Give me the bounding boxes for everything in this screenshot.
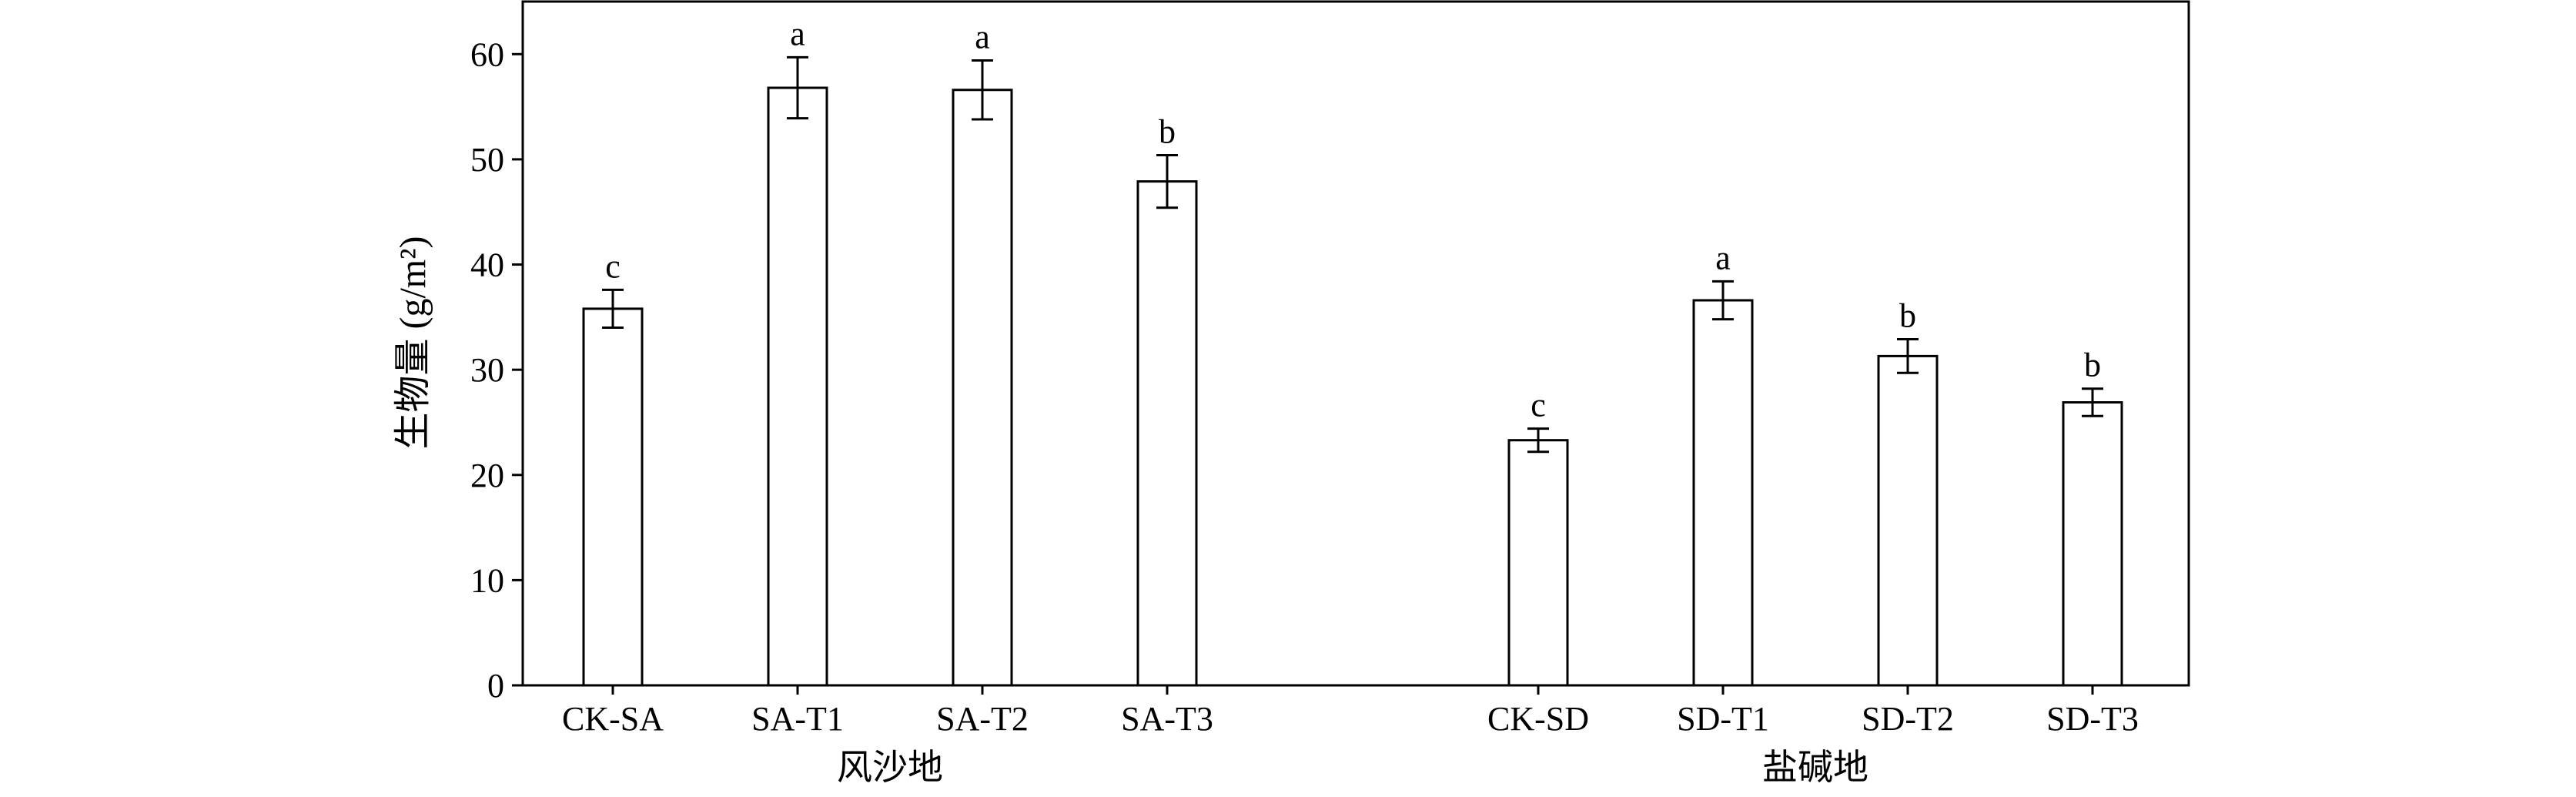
category-label: CK-SA [562, 700, 664, 738]
significance-label: b [1159, 112, 1176, 150]
y-tick-label: 50 [470, 141, 504, 179]
y-tick-label: 30 [470, 351, 504, 389]
significance-label: c [605, 247, 621, 285]
y-tick-label: 40 [470, 246, 504, 284]
bar [1877, 354, 1939, 687]
group-label: 风沙地 [837, 748, 943, 787]
bar [952, 89, 1013, 687]
bar [767, 86, 828, 687]
category-label: SD-T3 [2046, 700, 2139, 738]
significance-label: a [790, 15, 805, 52]
plot-frame [521, 0, 2190, 687]
significance-label: a [1715, 239, 1731, 276]
significance-label: b [2084, 347, 2101, 384]
significance-label: b [1899, 297, 1916, 335]
y-tick-label: 60 [470, 35, 504, 73]
y-tick-label: 0 [487, 667, 504, 705]
bar [2062, 401, 2123, 687]
bar [1507, 439, 1569, 687]
significance-label: a [975, 18, 990, 56]
category-label: SA-T3 [1121, 700, 1213, 738]
y-tick-label: 20 [470, 457, 504, 494]
category-label: SD-T2 [1862, 700, 1954, 738]
y-tick-label: 10 [470, 561, 504, 599]
y-axis-title: 生物量 (g/m²) [393, 236, 433, 449]
category-label: SA-T1 [751, 700, 844, 738]
group-label: 盐碱地 [1762, 748, 1868, 787]
significance-label: c [1531, 387, 1546, 424]
bar [582, 307, 644, 687]
category-label: CK-SD [1487, 700, 1589, 738]
category-label: SA-T2 [936, 700, 1029, 738]
category-label: SD-T1 [1677, 700, 1769, 738]
bar [1692, 299, 1754, 687]
bar [1136, 180, 1198, 687]
